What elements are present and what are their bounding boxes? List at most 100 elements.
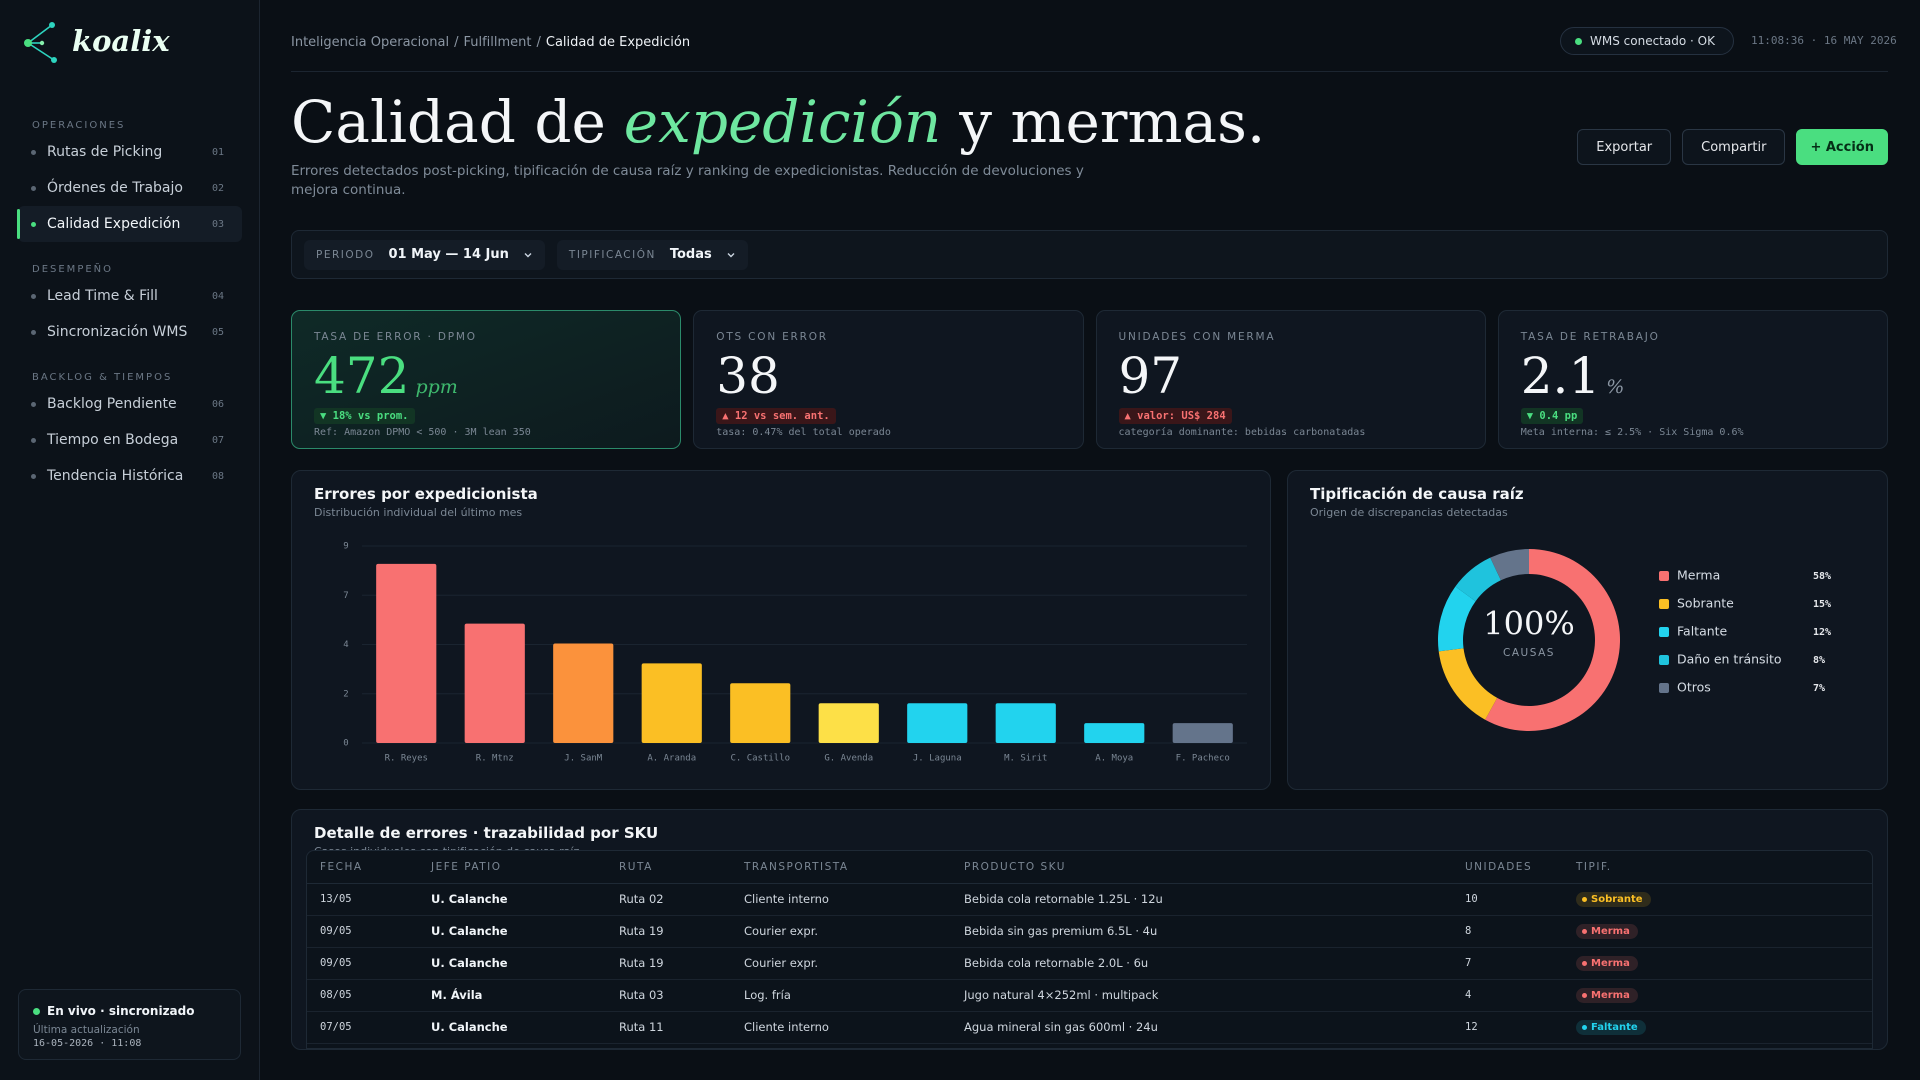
table-row[interactable]: 08/05 M. Ávila Ruta 03 Log. fría Jugo natura… (307, 979, 1872, 1012)
bar (995, 703, 1056, 743)
nav-dot (31, 150, 36, 155)
breadcrumb-item[interactable]: Fulfillment (463, 35, 532, 50)
table-cell: Bebida sin gas premium 6.5L · 4u (951, 915, 1452, 948)
nav-item[interactable]: Backlog Pendiente 06 (18, 386, 242, 422)
kpi-delta: ▼ 18% vs prom. (314, 408, 415, 424)
type-badge: Merma (1576, 988, 1638, 1003)
kpi-delta: ▼ 0.4 pp (1520, 408, 1584, 424)
legend-swatch (1659, 599, 1669, 609)
table-body: 13/05 U. Calanche Ruta 02 Cliente interno Be… (307, 883, 1872, 1044)
x-tick-label: J. SanM (564, 754, 603, 764)
kpi-value-row: 2.1% (1521, 347, 1625, 405)
nav-label: Sincronización WMS (47, 324, 188, 340)
y-tick-label: 7 (343, 591, 348, 601)
table-row[interactable]: 13/05 U. Calanche Ruta 02 Cliente interno Be… (307, 883, 1872, 916)
badge-label: Merma (1591, 926, 1630, 937)
badge-label: Merma (1591, 958, 1630, 969)
badge-label: Faltante (1591, 1022, 1638, 1033)
table-cell: 09/05 (307, 915, 418, 948)
logo (24, 22, 57, 63)
table-row[interactable]: 09/05 U. Calanche Ruta 19 Courier expr. Bebi… (307, 947, 1872, 980)
donut-segment (1490, 549, 1529, 581)
kpi-card: TASA DE ERROR · DPMO 472 ppm ▼ 18% vs prom.… (291, 310, 682, 449)
legend-label: Daño en tránsito (1677, 652, 1782, 667)
donut-center-value: 100% (1483, 605, 1574, 643)
nav-index: 07 (211, 434, 224, 446)
nav-dot (31, 330, 36, 335)
table-cell: Bebida cola retornable 1.25L · 12u (951, 883, 1452, 916)
table-cell: Bebida cola retornable 2.0L · 6u (951, 947, 1452, 980)
legend-label: Faltante (1677, 624, 1728, 639)
page-title: Calidad de expedición y mermas. (291, 88, 1265, 156)
nav-label: Tendencia Histórica (47, 468, 184, 484)
legend-label: Sobrante (1677, 596, 1734, 611)
kpi-label: TASA DE RETRABAJO (1520, 331, 1660, 343)
column-header: FECHA (307, 851, 418, 884)
header-row: FECHA JEFE PATIO RUTA TRANSPORTISTA PRODUCTO… (307, 851, 1872, 884)
donut-segment (1438, 586, 1476, 652)
bar (376, 563, 437, 743)
badge-dot (1582, 929, 1587, 934)
bar (641, 663, 702, 743)
legend-swatch (1659, 655, 1669, 665)
table-cell: Sobrante (1563, 883, 1872, 916)
card-subtitle: Origen de discrepancias detectadas (1310, 506, 1508, 519)
page-description: Errores detectados post-picking, tipific… (291, 163, 1084, 198)
table-cell: Ruta 02 (606, 883, 731, 916)
legend-swatch (1659, 683, 1669, 693)
table-cell: Merma (1563, 947, 1872, 980)
nav-item[interactable]: Lead Time & Fill 04 (18, 278, 242, 314)
nav-item[interactable]: Calidad Expedición 03 (17, 206, 242, 242)
card-title: Errores por expedicionista (314, 485, 538, 503)
table-cell: Courier expr. (731, 947, 951, 980)
nav-item[interactable]: Sincronización WMS 05 (18, 314, 242, 350)
bar (818, 703, 879, 743)
nav-dot (31, 438, 36, 443)
legend-value: 8% (1813, 655, 1825, 666)
donut-card: Merma 58% Sobrante 15% Faltante 12% Daño en tr… (1287, 470, 1888, 790)
bar (464, 623, 525, 743)
action-button[interactable]: Exportar (1577, 129, 1672, 165)
donut-chart: Merma 58% Sobrante 15% Faltante 12% Daño en tr… (1438, 549, 1831, 731)
sync-status: En vivo · sincronizado Última actualizac… (18, 989, 241, 1060)
filter-chip[interactable]: TIPIFICACIÓN Todas (556, 239, 748, 270)
nav-item[interactable]: Rutas de Picking 01 (18, 134, 242, 170)
table-row[interactable]: 09/05 U. Calanche Ruta 19 Courier expr. Bebi… (307, 915, 1872, 948)
kpi-row: TASA DE ERROR · DPMO 472 ppm ▼ 18% vs prom.… (291, 310, 1888, 449)
y-tick-label: 0 (343, 739, 348, 749)
table-cell: U. Calanche (418, 947, 606, 980)
bar (730, 683, 791, 743)
badge-dot (1582, 993, 1587, 998)
table-cell: Ruta 03 (606, 979, 731, 1012)
nav-section-title: BACKLOG & TIEMPOS (32, 372, 173, 383)
nav-item[interactable]: Tiempo en Bodega 07 (18, 422, 242, 458)
y-tick-label: 4 (343, 640, 348, 650)
nav-item[interactable]: Tendencia Histórica 08 (18, 458, 242, 494)
table-cell: Cliente interno (731, 883, 951, 916)
x-tick-label: C. Castillo (730, 754, 790, 764)
table-cell: 13/05 (307, 883, 418, 916)
donut-segment (1455, 557, 1501, 602)
nav-item[interactable]: Órdenes de Trabajo 02 (18, 170, 242, 206)
main: Inteligencia Operacional / Fulfillment / Cal… (291, 0, 1897, 1080)
sync-title: En vivo · sincronizado (47, 1004, 195, 1018)
action-button[interactable]: Compartir (1682, 129, 1786, 165)
kpi-delta: ▲ valor: US$ 284 (1118, 408, 1232, 424)
action-button[interactable]: + Acción (1796, 129, 1888, 165)
filter-value: Todas (669, 247, 712, 262)
kpi-label: OTS CON ERROR (716, 331, 828, 343)
breadcrumb-separator: / (454, 35, 459, 50)
nav-dot (31, 222, 36, 227)
filter-chip[interactable]: PERIODO 01 May — 14 Jun (304, 239, 545, 270)
x-tick-label: R. Reyes (385, 754, 428, 764)
status-dot (33, 1007, 40, 1015)
y-tick-label: 9 (343, 542, 348, 552)
sync-title-row: En vivo · sincronizado (33, 1004, 226, 1018)
x-tick-label: A. Aranda (647, 754, 696, 764)
table-row[interactable]: 07/05 U. Calanche Ruta 11 Cliente interno Ag… (307, 1011, 1872, 1044)
filter-label: PERIODO (316, 248, 375, 261)
x-tick-label: A. Moya (1095, 754, 1133, 764)
breadcrumb-item[interactable]: Inteligencia Operacional (291, 35, 450, 50)
bar (553, 643, 614, 743)
table-cell: M. Ávila (418, 979, 606, 1012)
